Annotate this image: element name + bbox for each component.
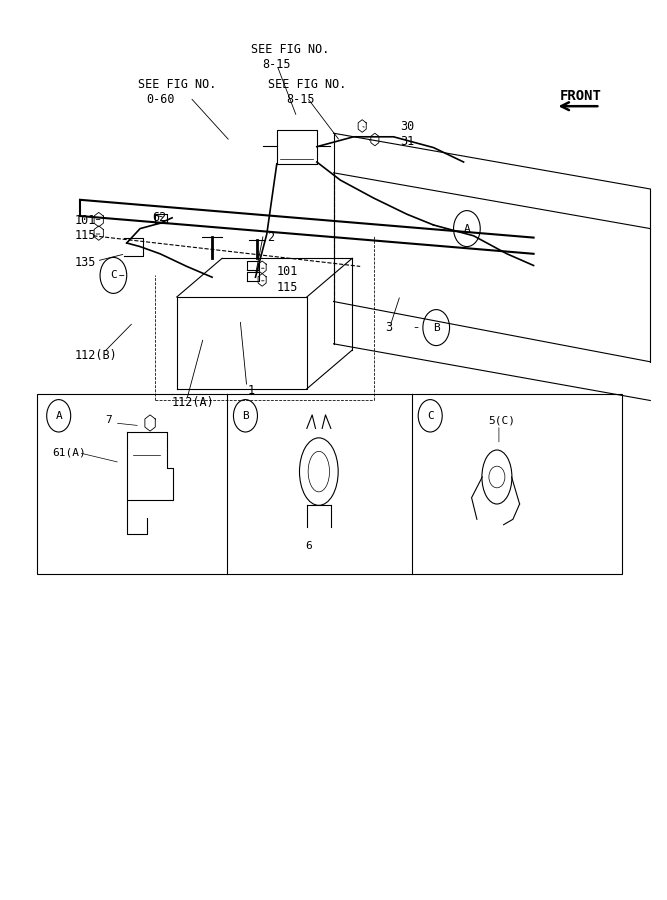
Text: SEE FIG NO.: SEE FIG NO. (251, 43, 329, 56)
Text: 101: 101 (277, 266, 298, 278)
Text: B: B (242, 410, 249, 421)
Text: SEE FIG NO.: SEE FIG NO. (137, 78, 216, 91)
Text: C: C (110, 270, 117, 281)
Text: 6: 6 (305, 541, 311, 552)
Text: 115: 115 (75, 230, 96, 242)
Text: SEE FIG NO.: SEE FIG NO. (267, 78, 346, 91)
Text: A: A (464, 223, 470, 234)
Text: 8-15: 8-15 (286, 94, 314, 106)
Text: 7: 7 (105, 415, 112, 426)
Text: FRONT: FRONT (560, 89, 601, 104)
Text: C: C (427, 410, 434, 421)
Text: 135: 135 (75, 256, 96, 269)
Text: 5(C): 5(C) (488, 415, 515, 426)
Text: 62: 62 (152, 212, 166, 224)
Text: 115: 115 (277, 281, 298, 293)
Text: 61(A): 61(A) (52, 447, 86, 458)
Text: 0-60: 0-60 (146, 94, 174, 106)
Text: B: B (433, 322, 440, 333)
Bar (37, 394, 622, 574)
Text: 31: 31 (400, 135, 414, 148)
Text: 1: 1 (248, 384, 255, 397)
Text: 2: 2 (267, 231, 274, 244)
Text: 101: 101 (75, 214, 96, 227)
Text: 8-15: 8-15 (263, 58, 291, 71)
Text: A: A (55, 410, 62, 421)
Text: 30: 30 (400, 120, 414, 132)
Text: 112(A): 112(A) (172, 396, 215, 409)
Text: 3: 3 (386, 321, 393, 334)
Text: 112(B): 112(B) (75, 349, 117, 362)
